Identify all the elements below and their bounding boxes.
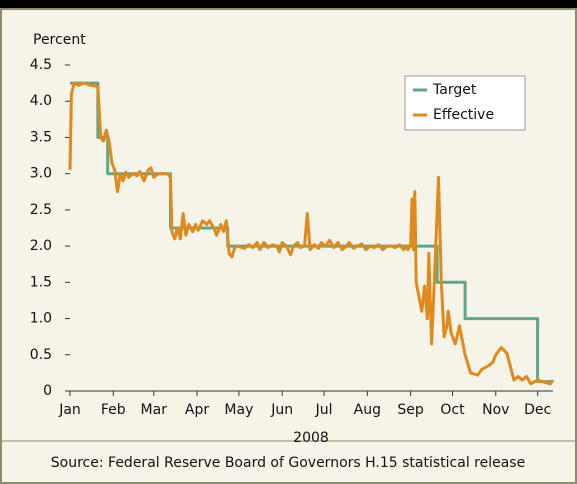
y-tick-label: 0 xyxy=(43,383,52,399)
frame xyxy=(0,8,577,484)
y-tick-label: 4.0 xyxy=(30,93,52,109)
axis-title: Percent xyxy=(33,32,86,48)
legend-box xyxy=(404,75,526,131)
x-tick-label: Jan xyxy=(58,402,81,418)
x-tick-label: May xyxy=(224,402,253,418)
x-tick-label: Oct xyxy=(440,402,465,418)
x-tick-label: Dec xyxy=(524,402,551,418)
y-tick-label: 3.5 xyxy=(30,129,52,145)
x-axis-label: 2008 xyxy=(293,430,329,446)
y-tick-label: 2.5 xyxy=(30,202,52,218)
legend-label: Target xyxy=(432,82,477,98)
top-band xyxy=(0,0,577,9)
x-tick-label: Feb xyxy=(101,402,126,418)
x-tick-label: Aug xyxy=(354,402,381,418)
series-line xyxy=(68,81,555,386)
x-tick-label: Jun xyxy=(270,402,293,418)
legend-label: Effective xyxy=(433,107,494,123)
x-tick-label: Sep xyxy=(397,402,424,418)
x-tick-label: Jul xyxy=(315,402,333,418)
y-tick-label: 0.5 xyxy=(30,347,52,363)
y-tick-label: 1.0 xyxy=(30,311,52,327)
y-tick-label: 1.5 xyxy=(30,274,52,290)
x-tick-label: Apr xyxy=(185,402,209,418)
y-tick-label: 2.0 xyxy=(30,238,52,254)
source-note: Source: Federal Reserve Board of Governo… xyxy=(51,455,525,471)
y-tick-label: 4.5 xyxy=(30,57,52,73)
x-tick-label: Nov xyxy=(482,402,509,418)
x-tick-label: Mar xyxy=(141,402,168,418)
y-tick-label: 3.0 xyxy=(30,166,52,182)
